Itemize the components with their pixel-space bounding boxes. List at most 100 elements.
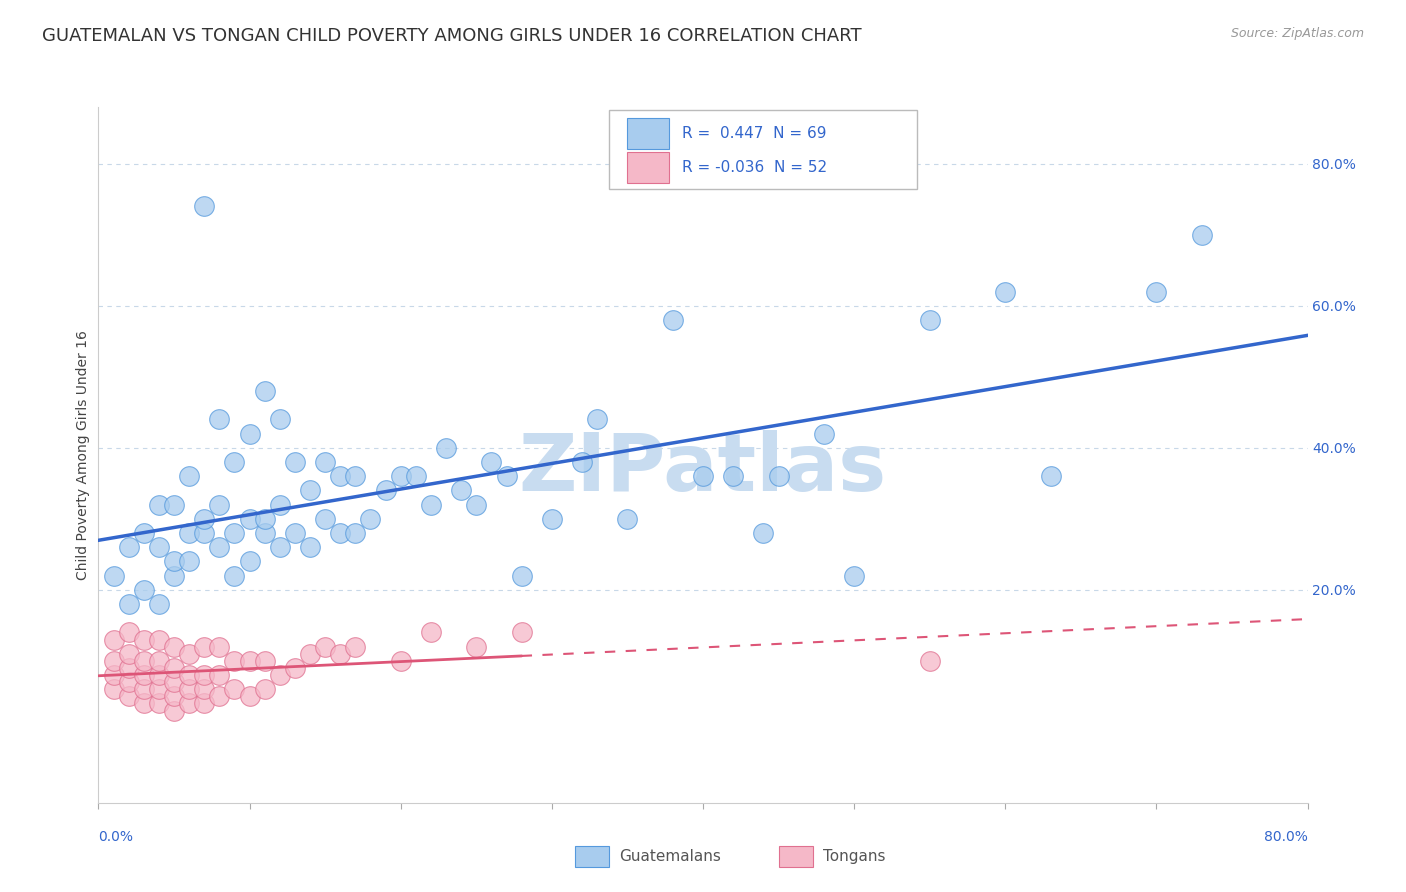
Point (495, 469, 517, 483)
Point (179, 469, 201, 483)
Point (481, 455, 503, 469)
Point (374, 483, 396, 498)
Point (193, 512, 215, 526)
Point (465, 498, 488, 512)
Point (132, 582, 155, 597)
Point (118, 690, 141, 704)
Point (193, 668, 215, 682)
Point (239, 426, 262, 441)
Point (163, 554, 186, 568)
Point (420, 498, 443, 512)
Point (132, 654, 155, 668)
Point (1144, 285, 1167, 299)
Point (662, 313, 685, 327)
Point (465, 640, 488, 654)
Point (420, 625, 443, 640)
Point (253, 384, 276, 398)
Point (179, 668, 201, 682)
Point (224, 526, 246, 541)
Point (299, 540, 322, 554)
Point (360, 512, 382, 526)
Text: R =  0.447  N = 69: R = 0.447 N = 69 (682, 126, 827, 141)
Point (148, 682, 170, 697)
Point (208, 690, 231, 704)
Point (148, 597, 170, 611)
Point (132, 632, 155, 647)
Point (314, 640, 336, 654)
Point (118, 597, 141, 611)
Point (118, 675, 141, 690)
Point (510, 625, 533, 640)
Point (389, 654, 412, 668)
Y-axis label: Child Poverty Among Girls Under 16: Child Poverty Among Girls Under 16 (76, 330, 90, 580)
Point (148, 540, 170, 554)
Point (179, 647, 201, 661)
Text: 0.0%: 0.0% (98, 830, 134, 844)
Text: Source: ZipAtlas.com: Source: ZipAtlas.com (1230, 27, 1364, 40)
Point (329, 647, 352, 661)
Point (269, 540, 291, 554)
Point (103, 632, 125, 647)
Text: ZIPatlas: ZIPatlas (519, 430, 887, 508)
Point (253, 512, 276, 526)
Point (163, 568, 186, 582)
Text: 80.0%: 80.0% (1264, 830, 1308, 844)
Point (314, 455, 336, 469)
Point (768, 469, 790, 483)
Point (148, 498, 170, 512)
Point (132, 668, 155, 682)
Point (179, 682, 201, 697)
Point (344, 469, 367, 483)
Point (329, 469, 352, 483)
Point (1039, 469, 1062, 483)
Point (571, 455, 593, 469)
Point (193, 640, 215, 654)
Text: Guatemalans: Guatemalans (619, 849, 720, 863)
Point (344, 640, 367, 654)
Text: Tongans: Tongans (823, 849, 884, 863)
Point (253, 526, 276, 541)
Point (253, 682, 276, 697)
Point (918, 654, 941, 668)
Point (132, 697, 155, 711)
Text: R = -0.036  N = 52: R = -0.036 N = 52 (682, 161, 827, 176)
Point (844, 568, 866, 582)
Point (239, 512, 262, 526)
Point (405, 469, 427, 483)
Point (994, 285, 1017, 299)
Point (450, 483, 472, 498)
Point (540, 512, 562, 526)
Point (103, 668, 125, 682)
Point (179, 554, 201, 568)
Point (163, 640, 186, 654)
Point (208, 668, 231, 682)
Point (329, 526, 352, 541)
Point (132, 526, 155, 541)
Point (224, 455, 246, 469)
Point (284, 661, 307, 675)
Point (103, 654, 125, 668)
Point (103, 682, 125, 697)
Point (148, 632, 170, 647)
Point (193, 697, 215, 711)
Point (918, 313, 941, 327)
Point (148, 668, 170, 682)
Point (299, 647, 322, 661)
Point (813, 426, 835, 441)
Point (163, 704, 186, 718)
Point (132, 682, 155, 697)
Point (193, 526, 215, 541)
Point (269, 412, 291, 426)
Point (118, 540, 141, 554)
Point (118, 661, 141, 675)
Point (269, 668, 291, 682)
Point (434, 441, 457, 455)
Point (692, 469, 714, 483)
Point (344, 526, 367, 541)
Point (389, 469, 412, 483)
Point (510, 568, 533, 582)
Point (179, 697, 201, 711)
Point (118, 647, 141, 661)
Point (239, 554, 262, 568)
Point (284, 526, 307, 541)
